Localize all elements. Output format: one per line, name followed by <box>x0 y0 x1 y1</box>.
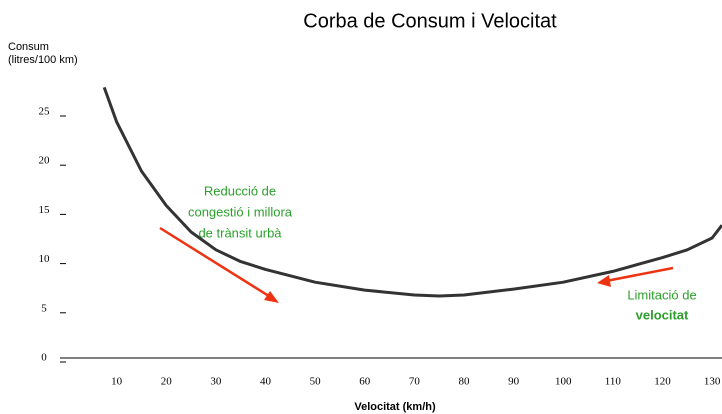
y-tick-label: 15 <box>39 204 51 216</box>
x-tick-label: 40 <box>260 376 272 388</box>
annotation: de trànsit urbà <box>198 225 282 240</box>
x-tick-label: 20 <box>161 376 173 388</box>
x-tick-label: 90 <box>508 376 520 388</box>
arrow <box>605 266 674 283</box>
x-tick-label: 80 <box>458 376 470 388</box>
arrow-head <box>264 291 279 303</box>
x-tick-label: 100 <box>555 376 572 388</box>
x-tick-label: 50 <box>310 376 322 388</box>
arrow-head <box>597 275 611 287</box>
x-tick-label: 70 <box>409 376 421 388</box>
x-axis-label: Velocitat (km/h) <box>354 401 436 413</box>
x-tick-label: 10 <box>111 376 123 388</box>
arrow <box>159 226 273 300</box>
annotation: Reducció de <box>204 183 276 198</box>
annotation: velocitat <box>636 307 689 322</box>
x-tick-label: 30 <box>210 376 222 388</box>
y-tick-label: 20 <box>39 155 51 167</box>
x-tick-label: 130 <box>704 376 721 388</box>
x-tick-label: 60 <box>359 376 371 388</box>
y-tick-label: 5 <box>41 302 47 314</box>
consumption-line <box>102 86 722 298</box>
annotation: congestió i millora <box>188 204 293 219</box>
y-tick-label: 10 <box>39 253 51 265</box>
chart-title: Corba de Consum i Velocitat <box>303 10 557 32</box>
y-axis-label: Consum <box>8 41 49 53</box>
y-tick-label: 25 <box>39 106 51 118</box>
x-tick-label: 120 <box>654 376 671 388</box>
y-tick-label: 0 <box>41 352 47 364</box>
x-tick-label: 110 <box>605 376 622 388</box>
y-axis-label: (litres/100 km) <box>8 54 78 66</box>
annotation: Limitació de <box>627 287 696 302</box>
